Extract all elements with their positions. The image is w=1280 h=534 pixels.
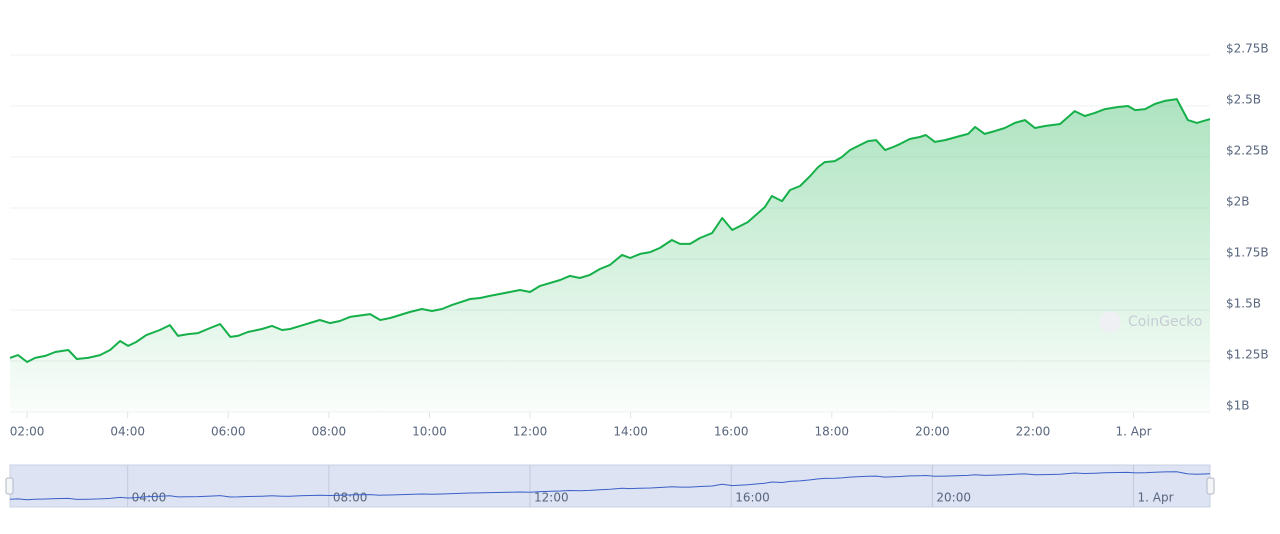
navigator-line — [9, 471, 1211, 501]
x-tick-label: 12:00 — [513, 425, 548, 439]
y-tick-label: $1.5B — [1226, 297, 1261, 311]
navigator-handle[interactable] — [1206, 477, 1215, 495]
x-tick-label: 10:00 — [412, 425, 447, 439]
navigator-tick-label: 12:00 — [534, 491, 569, 505]
line — [9, 98, 1211, 363]
y-tick-label: $1.75B — [1226, 246, 1269, 260]
x-tick-label: 16:00 — [714, 425, 749, 439]
watermark: CoinGecko — [1128, 314, 1202, 330]
x-tick-label: 20:00 — [915, 425, 950, 439]
navigator-handle[interactable] — [5, 477, 14, 495]
x-tick-label: 14:00 — [613, 425, 648, 439]
navigator-tick-label: 20:00 — [936, 491, 971, 505]
x-tick-label: 06:00 — [211, 425, 246, 439]
x-tick-label: 08:00 — [312, 425, 347, 439]
y-tick-label: $2.5B — [1226, 93, 1261, 107]
navigator[interactable] — [9, 464, 1211, 508]
watermark-logo — [1099, 311, 1121, 333]
y-tick-label: $1B — [1226, 399, 1250, 413]
y-tick-label: $2.25B — [1226, 144, 1269, 158]
y-tick-label: $1.25B — [1226, 348, 1269, 362]
area — [10, 99, 1210, 412]
y-tick-label: $2.75B — [1226, 42, 1269, 56]
x-tick-label: 22:00 — [1016, 425, 1051, 439]
navigator-tick-label: 04:00 — [132, 491, 167, 505]
y-tick-label: $2B — [1226, 195, 1250, 209]
navigator-tick-label: 08:00 — [333, 491, 368, 505]
x-tick-label: 1. Apr — [1116, 425, 1152, 439]
x-tick-label: 02:00 — [10, 425, 45, 439]
navigator-tick-label: 16:00 — [735, 491, 770, 505]
navigator-tick-label: 1. Apr — [1138, 491, 1174, 505]
x-tick-label: 18:00 — [814, 425, 849, 439]
x-tick-label: 04:00 — [110, 425, 145, 439]
